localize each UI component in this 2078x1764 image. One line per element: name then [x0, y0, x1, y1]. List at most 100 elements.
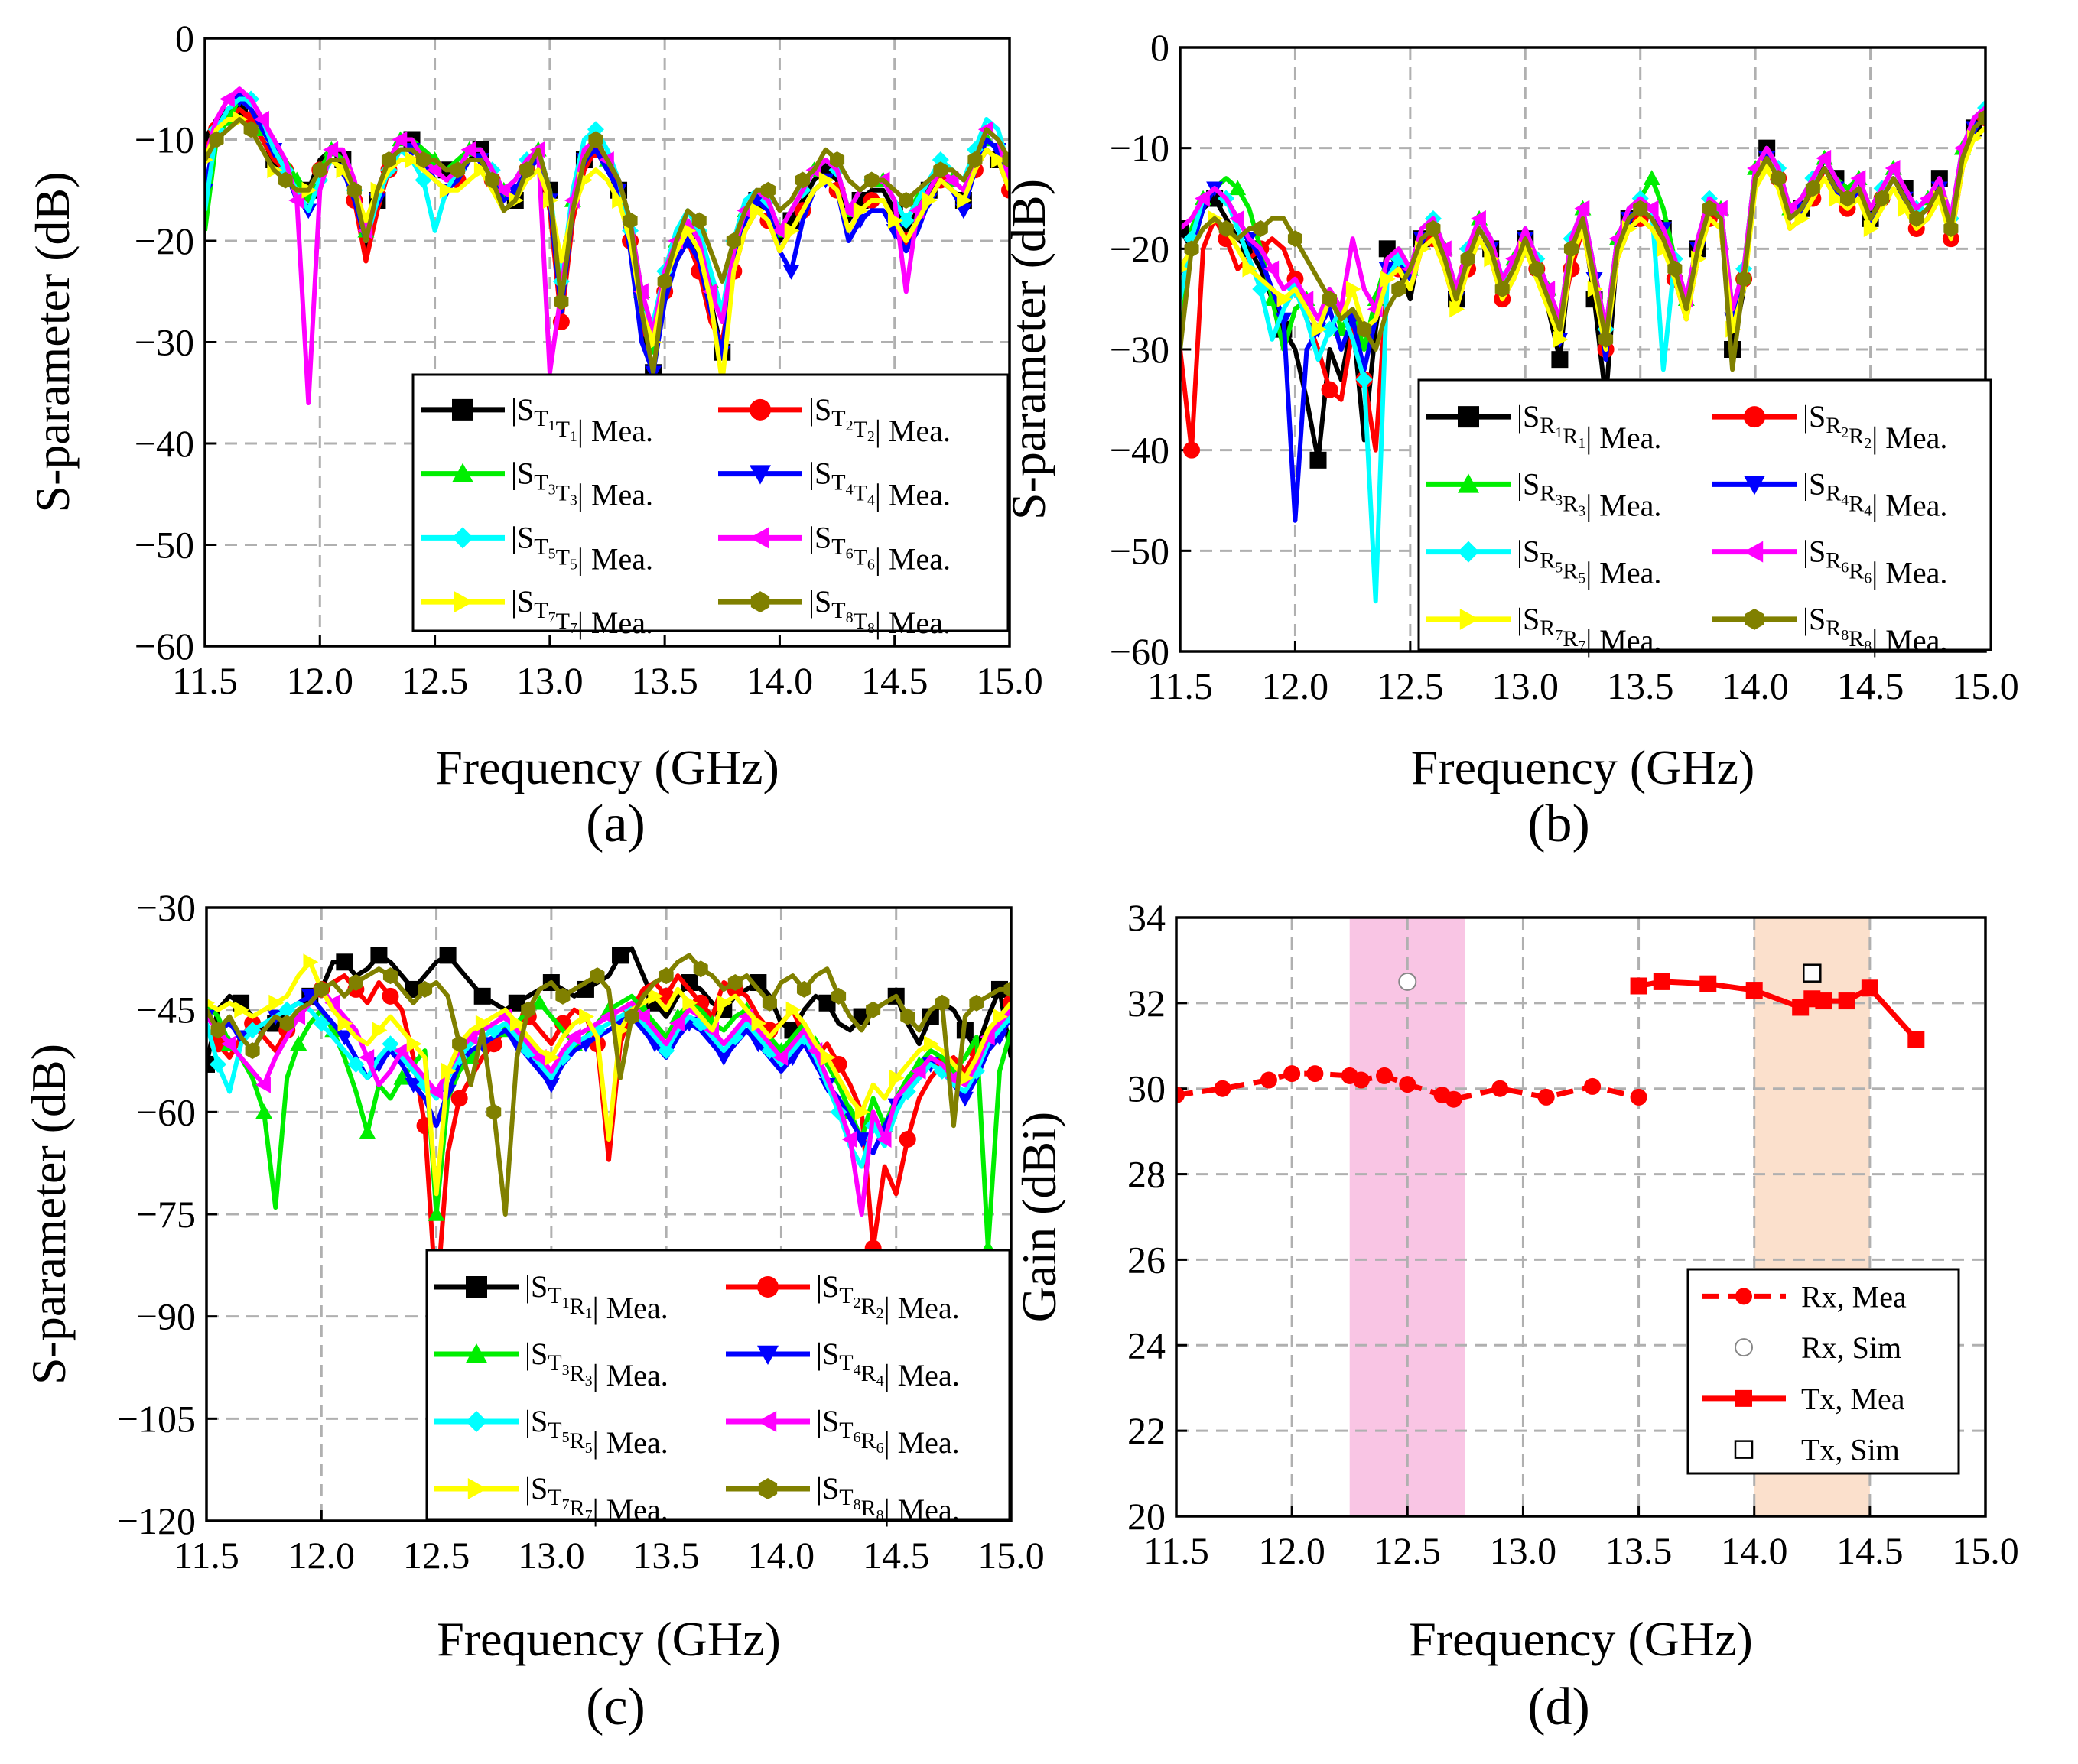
data-point — [935, 994, 950, 1012]
legend-label: |ST3T3| Mea. — [511, 456, 653, 512]
data-point — [1176, 1087, 1185, 1104]
y-tick-label: −40 — [135, 422, 194, 465]
series-rx-mea — [1176, 1065, 1647, 1108]
data-point — [545, 1049, 560, 1067]
y-tick-label: 0 — [175, 17, 194, 60]
data-point — [313, 1015, 330, 1032]
legend-item: |SR6R6| Mea. — [1712, 534, 1947, 590]
data-point — [910, 1062, 926, 1080]
data-point — [303, 953, 319, 971]
legend-marker — [758, 1478, 778, 1499]
data-point — [255, 1103, 273, 1119]
legend-label: |ST5T5| Mea. — [511, 520, 653, 576]
data-point — [1283, 1065, 1301, 1083]
y-tick-label: −20 — [135, 219, 194, 262]
data-point — [1816, 149, 1832, 167]
legend-marker — [1459, 608, 1479, 630]
data-point — [682, 994, 698, 1012]
panel-caption: (a) — [586, 794, 646, 853]
series-tx-mea — [1630, 973, 1925, 1048]
legend: |ST1T1| Mea. |ST2T2| Mea. |ST3T3| Mea. |ST4… — [411, 373, 1010, 640]
data-point — [314, 980, 329, 998]
data-point — [897, 212, 915, 229]
data-point — [1630, 977, 1647, 995]
data-point — [889, 1069, 905, 1087]
data-point — [508, 994, 525, 1012]
plot-frame — [203, 37, 1011, 648]
data-point — [1345, 281, 1361, 297]
data-point — [381, 151, 396, 168]
data-point — [1183, 441, 1201, 459]
legend-marker — [750, 527, 769, 549]
data-point — [899, 1130, 916, 1148]
data-point — [1551, 351, 1569, 369]
data-point — [1563, 240, 1579, 258]
y-axis-label: Gain (dBi) — [1012, 1112, 1066, 1323]
y-tick-label: 20 — [1127, 1495, 1166, 1538]
x-tick-label: 11.5 — [1143, 1529, 1209, 1572]
legend-box — [411, 373, 1010, 632]
y-tick-label: −105 — [117, 1397, 196, 1440]
data-point — [969, 994, 984, 1012]
data-point — [509, 1015, 525, 1032]
data-point — [1885, 160, 1901, 177]
legend-item: Tx, Mea — [1702, 1382, 1905, 1416]
y-tick-label: −75 — [136, 1193, 196, 1236]
data-point — [209, 131, 224, 148]
data-point — [462, 1028, 478, 1046]
data-point — [1794, 210, 1810, 227]
data-point — [406, 1035, 422, 1053]
data-point — [519, 161, 535, 179]
data-point — [460, 141, 476, 158]
data-point — [958, 1069, 974, 1087]
data-point — [840, 202, 856, 219]
data-point — [818, 171, 834, 189]
data-point — [762, 994, 777, 1012]
panel-caption: (d) — [1527, 1678, 1590, 1736]
data-point — [1494, 281, 1510, 297]
x-tick-label: 12.0 — [1262, 664, 1329, 707]
legend-label: |ST1T1| Mea. — [511, 392, 653, 448]
legend-label: |ST7R7| Mea. — [525, 1471, 668, 1527]
x-axis-label: Frequency (GHz) — [1411, 740, 1755, 794]
data-point — [495, 181, 511, 199]
data-point — [1540, 281, 1556, 297]
data-point — [210, 1022, 226, 1039]
y-tick-label: 28 — [1127, 1153, 1166, 1196]
data-point — [312, 161, 327, 179]
data-point — [693, 960, 708, 978]
legend-label: |ST7T7| Mea. — [511, 584, 653, 640]
legend-marker — [452, 463, 473, 482]
data-point — [1460, 250, 1475, 268]
y-tick-label: 32 — [1127, 982, 1166, 1025]
series-line — [205, 86, 1010, 405]
series-r8r8 — [1180, 109, 1985, 372]
legend-label: Rx, Sim — [1801, 1330, 1901, 1365]
legend-item: |ST4R4| Mea. — [726, 1337, 960, 1392]
data-point — [1745, 982, 1763, 999]
plot-frame — [1175, 916, 1987, 1518]
data-point — [348, 974, 363, 992]
chart-d: 11.5 12.0 12.5 13.0 13.5 14.0 14.5 15.0 34 32 30 28… — [1012, 896, 2019, 1736]
data-point — [405, 980, 422, 998]
data-point — [542, 1077, 560, 1093]
x-tick-label: 14.5 — [1836, 1529, 1904, 1572]
data-point — [1357, 320, 1372, 338]
data-point — [1002, 151, 1010, 168]
data-point — [382, 967, 398, 985]
legend-label: |SR5R5| Mea. — [1517, 534, 1661, 590]
data-point — [244, 1022, 262, 1039]
data-point — [565, 1028, 581, 1046]
y-tick-label: −50 — [1110, 529, 1169, 572]
data-point — [392, 131, 408, 148]
data-point — [1445, 1090, 1462, 1108]
data-point — [521, 1001, 536, 1018]
legend-marker — [466, 1411, 487, 1432]
data-point — [243, 121, 259, 138]
data-point — [1529, 260, 1544, 278]
y-tick-label: −120 — [117, 1499, 196, 1542]
data-point — [393, 1069, 411, 1085]
plot-frame — [205, 906, 1013, 1522]
legend: |ST1R1| Mea. |ST2R2| Mea. |ST3R3| Mea. |ST4… — [425, 1249, 1011, 1527]
